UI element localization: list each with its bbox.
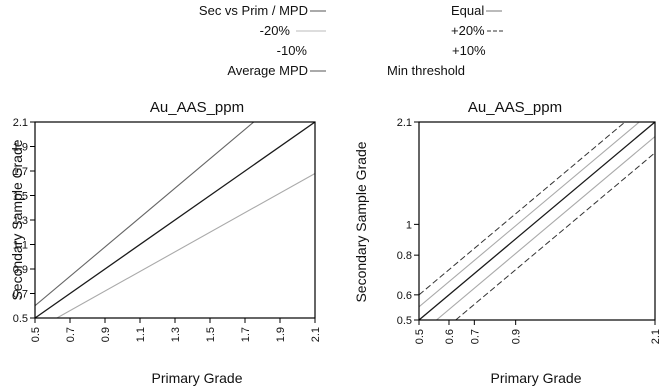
chart-title: Au_AAS_ppm: [150, 99, 244, 116]
y-tick-label: 1.1: [13, 240, 28, 252]
legend-swatch: [296, 30, 326, 32]
legend-label: +10%: [452, 42, 486, 58]
y-tick-label: 0.8: [397, 250, 412, 262]
plot-frame: [418, 121, 656, 321]
x-tick-label: 0.7: [469, 329, 481, 344]
y-tick-label: 0.9: [13, 264, 28, 276]
x-tick-label: 1.5: [205, 327, 217, 342]
tick-layer: 0.5 0.6 0.7 0.9 2.1 0.5 0.6 0.8 1 2.1: [397, 117, 662, 344]
tick-layer: 0.5 0.7 0.9 1.1 1.3 1.5 1.7 1.9 2.1 0.5 0.7 0.9 1.1 1…: [13, 117, 322, 342]
legend-swatch: [310, 10, 326, 12]
series-line-20: [419, 122, 626, 296]
legend: Sec vs Prim / MPD Equal -20% +20% -10% +…: [0, 0, 665, 92]
y-tick-label: 0.7: [13, 289, 28, 301]
x-tick-label: 1.3: [170, 327, 182, 342]
series-layer: [419, 122, 655, 320]
y-axis-label: Secondary Sample Grade: [353, 141, 369, 302]
legend-label: -20%: [259, 22, 290, 38]
series-line-equal: [35, 122, 315, 318]
x-tick-label: 1.1: [135, 327, 147, 342]
y-tick-label: 0.6: [397, 290, 412, 302]
series-line-10: [419, 122, 640, 308]
x-tick-label: 1.9: [275, 327, 287, 342]
legend-item-plus20: +20%: [451, 22, 503, 39]
legend-label: Sec vs Prim / MPD: [198, 2, 308, 18]
x-tick-label: 2.1: [310, 327, 322, 342]
chart-left: Au_AAS_ppm 0.5 0.7 0.9 1.1 1.3 1.5 1.7 1.9 2.10.…: [9, 99, 322, 386]
legend-label: +20%: [451, 22, 485, 38]
y-tick-label: 1.5: [13, 191, 28, 203]
series-line-20: [455, 152, 655, 320]
x-tick-label: 0.9: [100, 327, 112, 342]
legend-label: Equal: [451, 2, 485, 18]
legend-label: Average MPD: [227, 62, 308, 78]
series-line-10: [436, 136, 655, 320]
legend-swatch: [310, 70, 326, 72]
x-tick-label: 0.6: [444, 329, 456, 344]
y-tick-label: 1.7: [13, 166, 28, 178]
x-tick-label: 0.5: [414, 329, 426, 344]
legend-item-minus20: -20%: [260, 22, 326, 39]
chart-right: Au_AAS_ppm 0.5 0.6 0.7 0.9 2.10.50.60.812.1 …: [353, 99, 662, 386]
y-tick-label: 0.5: [13, 313, 28, 325]
x-tick-label: 0.5: [30, 327, 42, 342]
x-tick-label: 1.7: [240, 327, 252, 342]
series-line-20: [55, 172, 315, 318]
legend-swatch: [486, 10, 503, 12]
y-tick-label: 2.1: [397, 117, 412, 129]
x-tick-label: 0.7: [65, 327, 77, 342]
series-line-20: [35, 122, 255, 307]
legend-item-sec-vs-prim: Sec vs Prim / MPD: [199, 2, 326, 19]
y-tick-label: 1.3: [13, 215, 28, 227]
legend-swatch: [486, 30, 503, 32]
x-tick-label: 0.9: [511, 329, 523, 344]
x-tick-label: 2.1: [650, 329, 662, 344]
legend-label: -10%: [276, 42, 307, 58]
x-axis-label: Primary Grade: [151, 370, 242, 386]
legend-label: Min threshold: [387, 62, 466, 78]
x-axis-label: Primary Grade: [490, 370, 581, 386]
legend-item-plus10: +10%: [452, 42, 486, 59]
legend-item-equal: Equal: [451, 2, 503, 19]
y-axis-label: Secondary Sample Grade: [9, 139, 25, 300]
legend-item-min-threshold: Min threshold: [387, 62, 465, 79]
y-tick-label: 1.9: [13, 142, 28, 154]
y-tick-label: 0.5: [397, 315, 412, 327]
series-layer: [35, 122, 315, 318]
y-tick-label: 1: [406, 219, 412, 231]
chart-title: Au_AAS_ppm: [468, 99, 562, 116]
y-tick-label: 2.1: [13, 117, 28, 129]
series-line-equal: [419, 122, 655, 320]
legend-item-average-mpd: Average MPD: [227, 62, 326, 79]
legend-item-minus10: -10%: [277, 42, 307, 59]
